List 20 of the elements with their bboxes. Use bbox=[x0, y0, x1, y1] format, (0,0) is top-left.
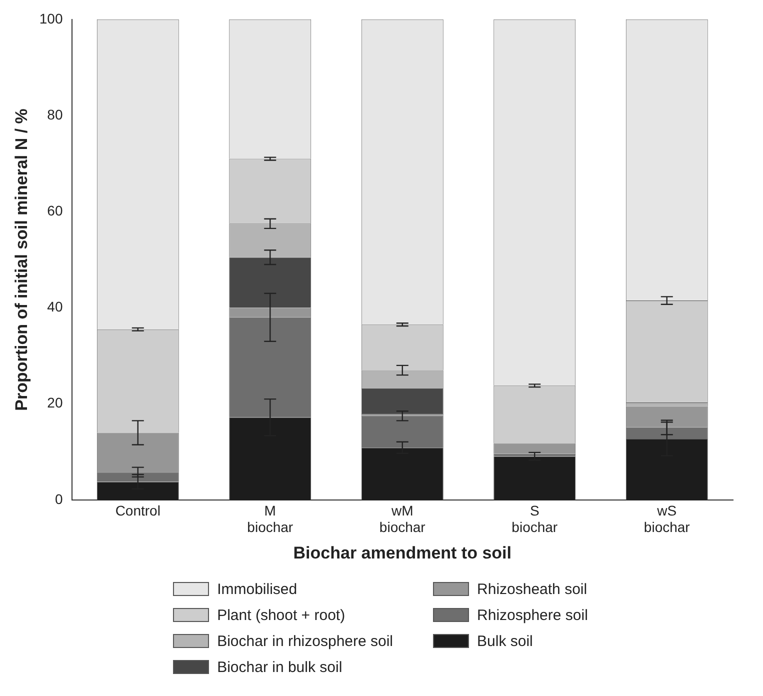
y-axis-title: Proportion of initial soil mineral N / % bbox=[12, 108, 31, 411]
x-tick-label: M biochar bbox=[247, 502, 294, 536]
y-tick-label: 80 bbox=[47, 106, 63, 122]
y-tick-label: 100 bbox=[39, 10, 63, 26]
legend-label: Biochar in bulk soil bbox=[217, 658, 342, 676]
legend-label: Plant (shoot + root) bbox=[217, 606, 346, 624]
y-tick-label: 20 bbox=[47, 394, 63, 411]
x-tick-label: S biochar bbox=[512, 502, 558, 536]
y-tick-label: 0 bbox=[54, 490, 63, 507]
x-axis-title: Biochar amendment to soil bbox=[293, 543, 512, 562]
legend-label: Immobilised bbox=[217, 580, 298, 598]
legend-label: Rhizosheath soil bbox=[477, 580, 588, 598]
x-tick-label: Control bbox=[115, 502, 160, 518]
y-tick-label: 60 bbox=[47, 202, 63, 218]
x-tick-label: wS biochar bbox=[644, 502, 690, 536]
legend-label: Biochar in rhizosphere soil bbox=[217, 632, 394, 650]
legend-label: Rhizosphere soil bbox=[477, 606, 588, 624]
y-tick-label: 40 bbox=[47, 298, 63, 315]
x-tick-label: wM biochar bbox=[379, 502, 426, 536]
legend-label: Bulk soil bbox=[477, 632, 533, 650]
